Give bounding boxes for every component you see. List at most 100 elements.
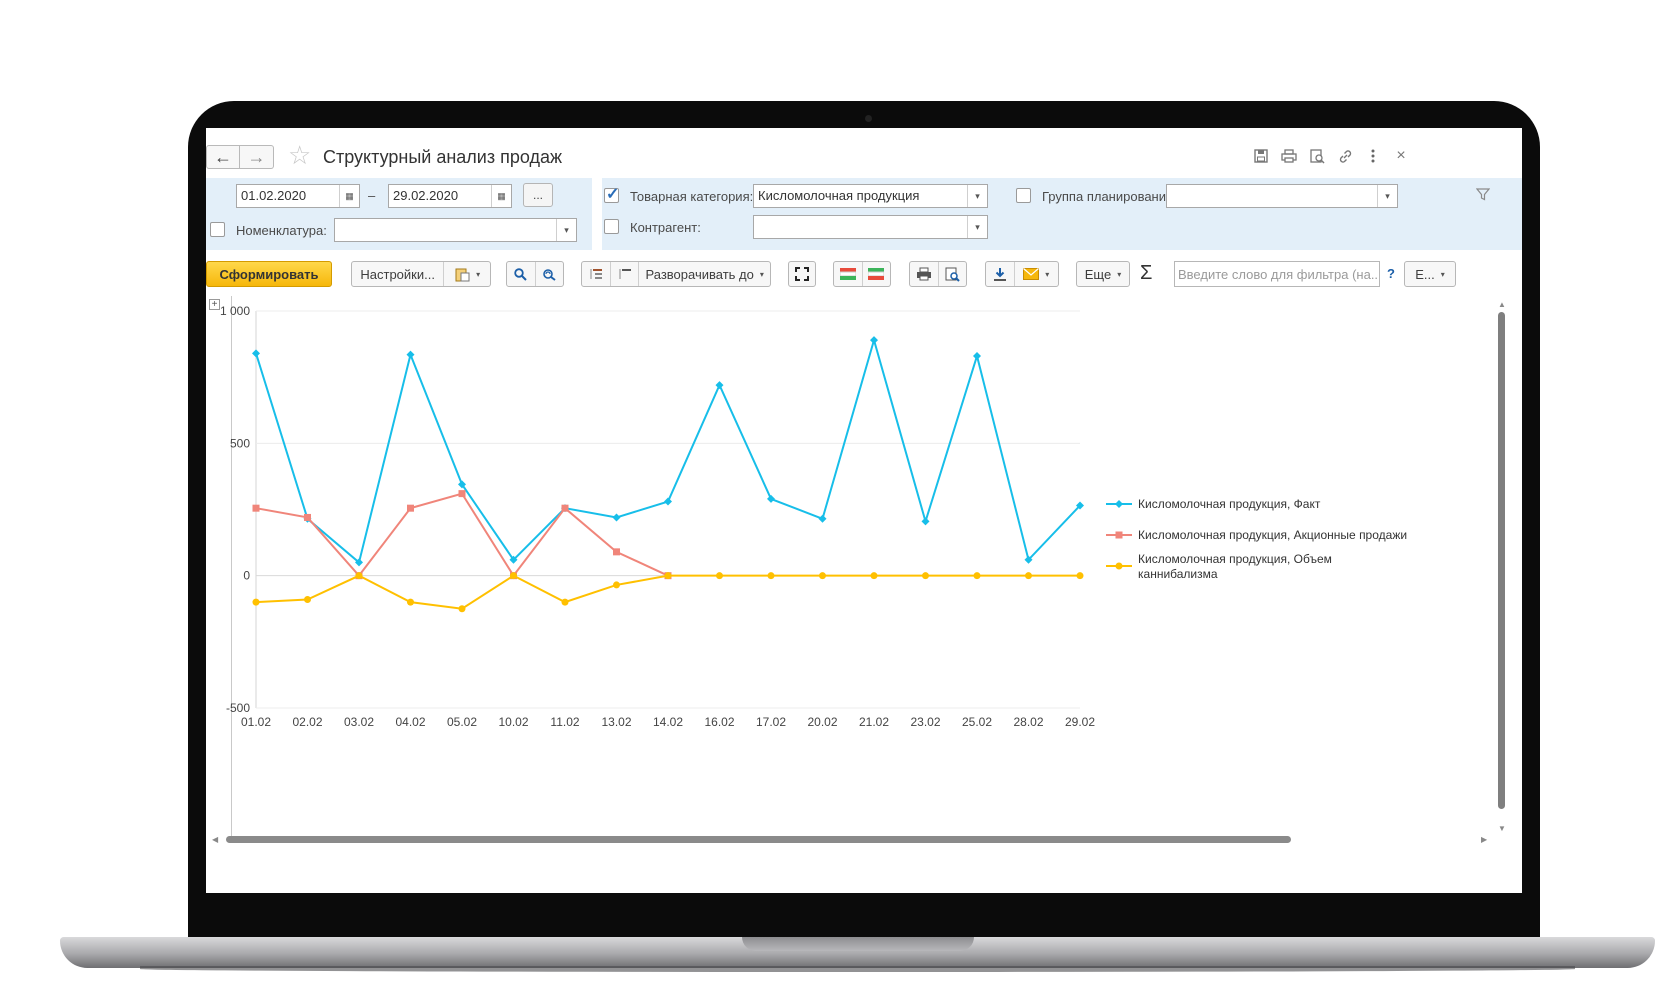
x-tick-label: 21.02 — [859, 715, 889, 729]
scroll-left-icon[interactable]: ◀ — [212, 835, 219, 844]
data-point — [561, 598, 569, 606]
data-point — [664, 497, 672, 506]
expand-all-icon[interactable]: + — [209, 299, 220, 310]
legend-marker — [1115, 531, 1123, 539]
data-point — [406, 350, 415, 359]
y-tick-label: 0 — [243, 569, 250, 583]
data-point — [922, 572, 929, 580]
calendar-icon[interactable]: ▦ — [491, 185, 511, 207]
generate-button[interactable]: Сформировать — [206, 261, 332, 287]
settings-button[interactable]: Настройки... — [360, 266, 435, 282]
variant-button[interactable]: ▾ — [444, 266, 490, 282]
y-tick-label: 500 — [230, 436, 250, 450]
series-line — [255, 492, 669, 578]
counterparty-checkbox[interactable] — [604, 219, 619, 234]
highlight-red-icon[interactable] — [834, 267, 862, 281]
highlight-green-icon[interactable] — [863, 267, 891, 281]
legend-label: Кисломолочная продукция, Акционные прода… — [1138, 528, 1407, 542]
back-button[interactable]: ← — [206, 145, 240, 169]
report-area: + -500 0 500 1 000 01.02 02.02 03.02 04.02 05.02… — [206, 296, 1522, 893]
report-frame — [231, 296, 1421, 842]
date-from-field[interactable]: 01.02.2020 ▦ — [236, 184, 360, 208]
date-separator: – — [368, 188, 376, 203]
close-icon[interactable]: × — [1396, 147, 1406, 164]
link-icon[interactable] — [1335, 146, 1355, 166]
category-field[interactable]: Кисломолочная продукция ▾ — [753, 184, 988, 208]
more-button[interactable]: Еще ▾ — [1076, 261, 1130, 287]
scroll-right-icon[interactable]: ▶ — [1481, 835, 1488, 844]
scroll-up-icon[interactable]: ▲ — [1498, 300, 1506, 309]
download-icon[interactable] — [986, 267, 1014, 281]
send-email-button[interactable]: ▾ — [1015, 268, 1058, 280]
x-tick-label: 13.02 — [601, 715, 631, 729]
x-tick-label: 20.02 — [807, 715, 837, 729]
data-point — [355, 558, 363, 567]
chevron-down-icon[interactable]: ▾ — [967, 216, 987, 238]
chevron-down-icon[interactable]: ▾ — [967, 185, 987, 207]
filter-panel: 01.02.2020 ▦ – 29.02.2020 ▦ ... Номенкла… — [206, 178, 1522, 250]
x-tick-label: 02.02 — [292, 715, 322, 729]
fullscreen-button[interactable] — [788, 261, 816, 287]
chevron-down-icon[interactable]: ▾ — [1377, 185, 1397, 207]
planning-group-label: Группа планирования: — [1042, 189, 1177, 204]
data-point — [716, 572, 723, 580]
search-icon[interactable] — [507, 267, 535, 281]
vertical-scrollbar[interactable] — [1498, 312, 1505, 809]
series-line — [255, 574, 1080, 610]
print-icon[interactable] — [910, 267, 938, 281]
horizontal-scrollbar[interactable] — [226, 836, 1291, 843]
forward-button[interactable]: → — [240, 145, 274, 169]
data-point — [510, 572, 517, 580]
collapse-icon[interactable] — [582, 267, 610, 281]
preview-icon[interactable] — [1307, 146, 1327, 166]
data-point — [407, 504, 414, 512]
x-tick-label: 17.02 — [756, 715, 786, 729]
filter-icon[interactable] — [1475, 188, 1491, 206]
page-title: Структурный анализ продаж — [323, 147, 563, 167]
highlight-group — [833, 261, 891, 287]
data-point — [407, 598, 414, 606]
series-line — [255, 336, 1081, 565]
legend-marker — [1115, 562, 1123, 570]
planning-group-checkbox[interactable] — [1016, 188, 1031, 203]
sum-icon[interactable]: Σ — [1140, 262, 1153, 284]
data-point — [355, 572, 363, 580]
search-input[interactable]: Введите слово для фильтра (на... — [1174, 261, 1380, 287]
save-icon[interactable] — [1251, 146, 1271, 166]
data-point — [458, 490, 466, 498]
category-checkbox[interactable] — [604, 184, 619, 204]
counterparty-field[interactable]: ▾ — [753, 215, 988, 239]
export-group: ▾ — [985, 261, 1059, 287]
expand-to-button[interactable]: Разворачивать до ▾ — [645, 266, 764, 282]
x-tick-label: 14.02 — [653, 715, 683, 729]
period-select-button[interactable]: ... — [523, 183, 553, 207]
data-point — [973, 351, 981, 360]
nomenclature-field[interactable]: ▾ — [334, 218, 577, 242]
search-next-icon[interactable] — [536, 268, 564, 281]
chevron-down-icon[interactable]: ▾ — [556, 219, 576, 241]
data-point — [1076, 501, 1084, 510]
preview-icon[interactable] — [939, 267, 967, 282]
star-icon[interactable]: ☆ — [288, 140, 312, 170]
date-to-field[interactable]: 29.02.2020 ▦ — [388, 184, 512, 208]
data-point — [613, 548, 620, 556]
planning-group-field[interactable]: ▾ — [1166, 184, 1398, 208]
calendar-icon[interactable]: ▦ — [339, 185, 359, 207]
laptop-notch — [742, 937, 974, 951]
data-point — [1024, 555, 1033, 564]
x-tick-label: 16.02 — [704, 715, 734, 729]
scroll-down-icon[interactable]: ▼ — [1498, 824, 1506, 833]
extra-button[interactable]: Е... ▾ — [1404, 261, 1456, 287]
grouping-group: Разворачивать до ▾ — [581, 261, 771, 287]
category-label: Товарная категория: — [630, 189, 754, 204]
more-icon[interactable] — [1363, 146, 1383, 166]
legend-marker — [1115, 500, 1123, 508]
x-tick-label: 04.02 — [395, 715, 425, 729]
expand-icon[interactable] — [611, 267, 639, 281]
app-window: ← → ☆ Структурный анализ продаж × 01.02.… — [206, 128, 1522, 893]
x-tick-label: 29.02 — [1065, 715, 1095, 729]
print-icon[interactable] — [1279, 146, 1299, 166]
title-bar: ← → ☆ Структурный анализ продаж × — [206, 128, 1522, 174]
help-icon[interactable]: ? — [1387, 266, 1395, 281]
nomenclature-checkbox[interactable] — [210, 222, 225, 237]
